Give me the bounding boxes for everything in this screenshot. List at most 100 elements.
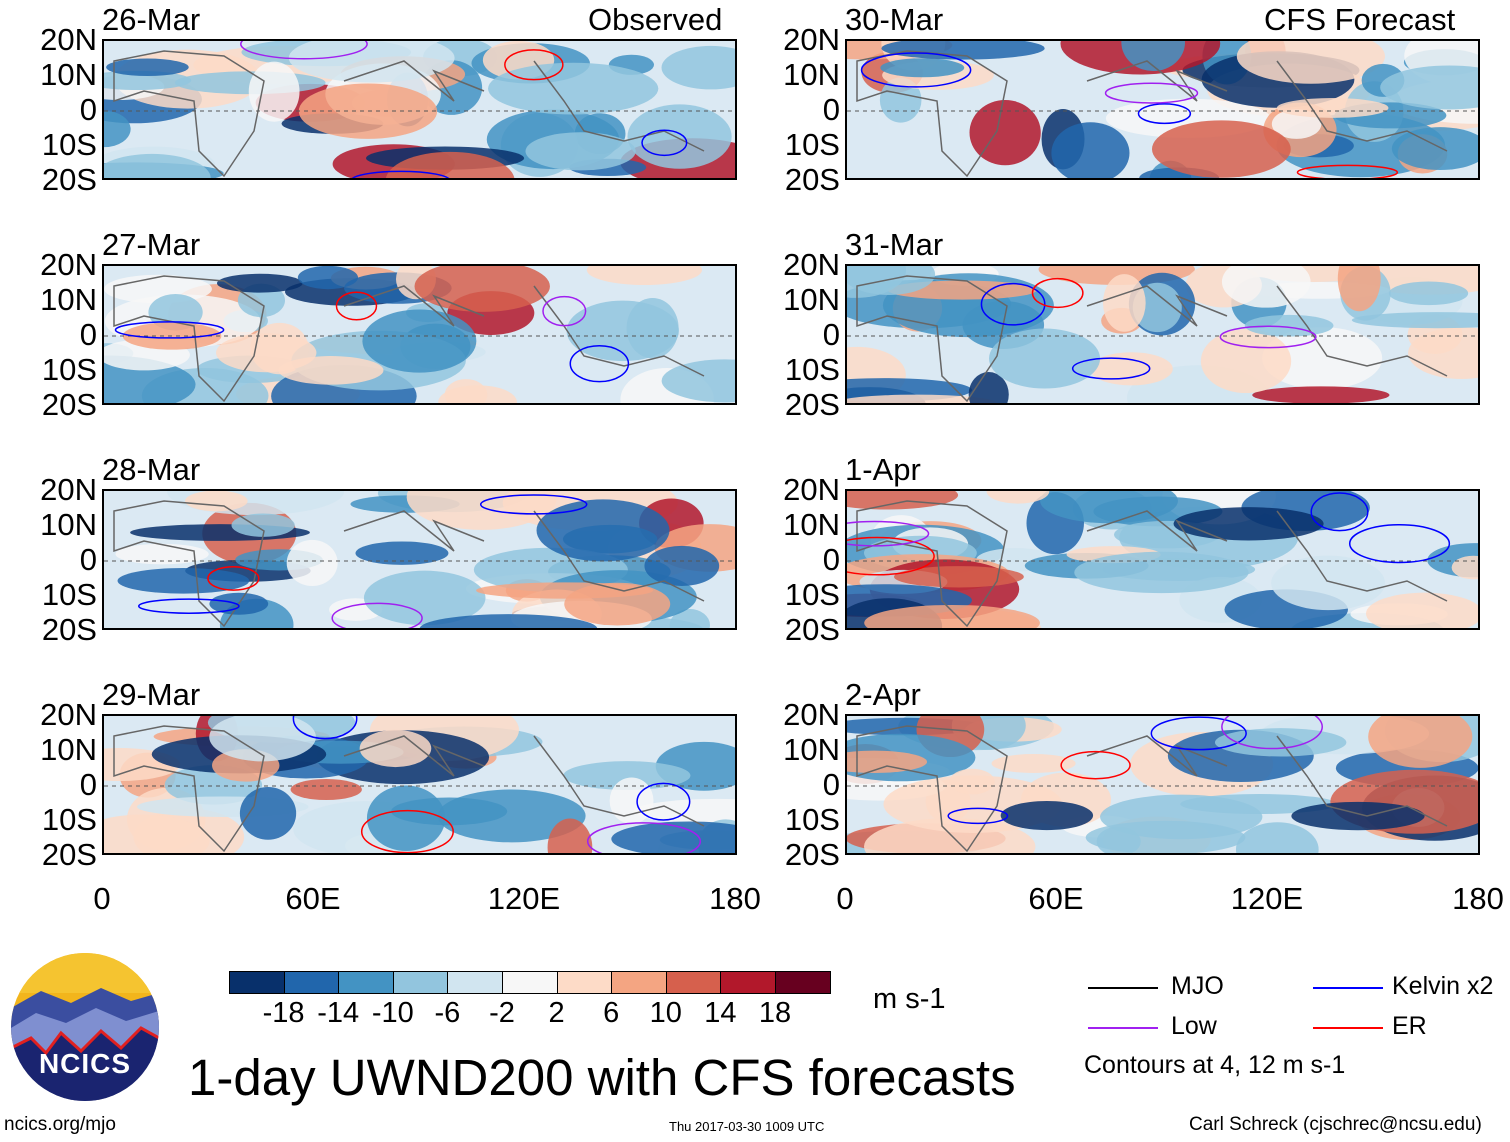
lat-label: 10S <box>784 352 840 387</box>
lat-label: 20S <box>41 837 97 872</box>
legend-er-line <box>1313 1027 1383 1029</box>
colorbar-swatch <box>611 971 667 994</box>
coastline <box>113 500 705 628</box>
lat-label: 20N <box>783 472 840 507</box>
contour <box>1137 103 1192 125</box>
panel-date-label: 31-Mar <box>845 227 944 262</box>
colorbar-swatch <box>720 971 776 994</box>
coastline <box>856 50 1448 178</box>
contour <box>114 321 225 339</box>
lat-label: 10S <box>41 352 97 387</box>
anomaly-shading <box>297 266 358 290</box>
lon-label: 60E <box>1028 881 1084 916</box>
anomaly-shading <box>969 100 1041 166</box>
coastline <box>113 275 705 403</box>
contour <box>331 602 423 628</box>
anomaly-shading <box>1102 274 1146 332</box>
anomaly-shading <box>1051 122 1130 178</box>
anomaly-shading <box>1085 820 1246 853</box>
coastline <box>856 500 1448 628</box>
colorbar-label: -18 <box>262 997 305 1029</box>
anomaly-shading <box>547 818 593 853</box>
colorbar-label: 10 <box>649 997 682 1029</box>
legend-kelvin-label: Kelvin x2 <box>1392 972 1494 1000</box>
lat-label: 10S <box>784 577 840 612</box>
lat-label: 10S <box>41 802 97 837</box>
anomaly-shading <box>488 62 659 115</box>
anomaly-shading <box>1380 65 1478 110</box>
anomaly-shading <box>104 153 211 178</box>
anomaly-shading <box>1252 386 1390 403</box>
anomaly-shading <box>968 372 1009 403</box>
logo-text: NCICS <box>38 1048 132 1079</box>
contour <box>1031 277 1084 309</box>
contour <box>335 291 378 321</box>
anomaly-shading <box>1236 41 1386 84</box>
lon-label: 60E <box>285 881 341 916</box>
colorbar-label: -6 <box>434 997 461 1029</box>
lat-label: 20S <box>784 612 840 647</box>
colorbar-swatch <box>447 971 503 994</box>
lat-label: 10N <box>40 732 97 767</box>
lon-label: 180 <box>709 881 761 916</box>
anomaly-shading <box>881 41 1045 60</box>
contour <box>947 807 1009 825</box>
anomaly-shading <box>893 566 1024 588</box>
colorbar-swatch <box>556 971 613 994</box>
anomaly-shading <box>104 110 131 148</box>
lat-label: 10N <box>783 732 840 767</box>
contour <box>1104 82 1199 104</box>
lat-label: 20N <box>783 697 840 732</box>
anomaly-shading <box>216 273 303 293</box>
anomaly-shading <box>1221 266 1311 308</box>
anomaly-shading <box>1291 801 1425 831</box>
lat-label: 20N <box>40 247 97 282</box>
colorbar-swatch <box>338 971 394 994</box>
lat-label: 0 <box>822 542 840 577</box>
coastline <box>856 275 1448 403</box>
lat-label: 10N <box>783 507 840 542</box>
anomaly-shading <box>880 58 965 78</box>
anomaly-shading <box>104 814 210 853</box>
anomaly-shading <box>627 104 732 169</box>
contour <box>479 494 588 515</box>
colorbar-swatch <box>502 971 558 994</box>
lat-label: 0 <box>79 317 97 352</box>
anomaly-shading <box>248 61 300 122</box>
lat-label: 10S <box>784 802 840 837</box>
lat-label: 20N <box>783 247 840 282</box>
map-panel <box>845 714 1480 855</box>
contour <box>1221 716 1323 750</box>
contour <box>1219 325 1317 349</box>
colorbar-label: 6 <box>603 997 620 1029</box>
anomaly-shading <box>359 729 432 768</box>
anomaly-shading <box>1276 98 1389 118</box>
contour <box>586 822 702 853</box>
coastline <box>113 725 705 853</box>
colorbar-units: m s-1 <box>873 983 946 1015</box>
anomaly-shading <box>586 266 702 286</box>
map-panel <box>102 264 737 405</box>
anomaly-shading <box>611 821 735 853</box>
anomaly-shading <box>414 266 550 312</box>
lat-label: 20S <box>784 162 840 197</box>
colorbar-swatch <box>283 971 340 994</box>
map-panel <box>845 489 1480 630</box>
observed-label: Observed <box>588 2 723 37</box>
contour <box>641 129 688 157</box>
legend-low-label: Low <box>1171 1012 1217 1040</box>
anomaly-shading <box>1180 793 1338 815</box>
anomaly-shading <box>1173 507 1324 541</box>
anomaly-shading <box>1368 716 1473 768</box>
contour <box>636 782 691 821</box>
anomaly-shading <box>444 379 488 403</box>
anomaly-shading <box>1271 555 1385 611</box>
contour <box>1310 492 1369 532</box>
anomaly-shading <box>847 750 928 774</box>
anomaly-shading <box>1391 127 1478 171</box>
lat-label: 20S <box>41 612 97 647</box>
anomaly-shading <box>847 491 959 510</box>
anomaly-shading <box>216 333 317 373</box>
panel-date-label: 29-Mar <box>102 677 201 712</box>
lat-label: 10N <box>40 507 97 542</box>
